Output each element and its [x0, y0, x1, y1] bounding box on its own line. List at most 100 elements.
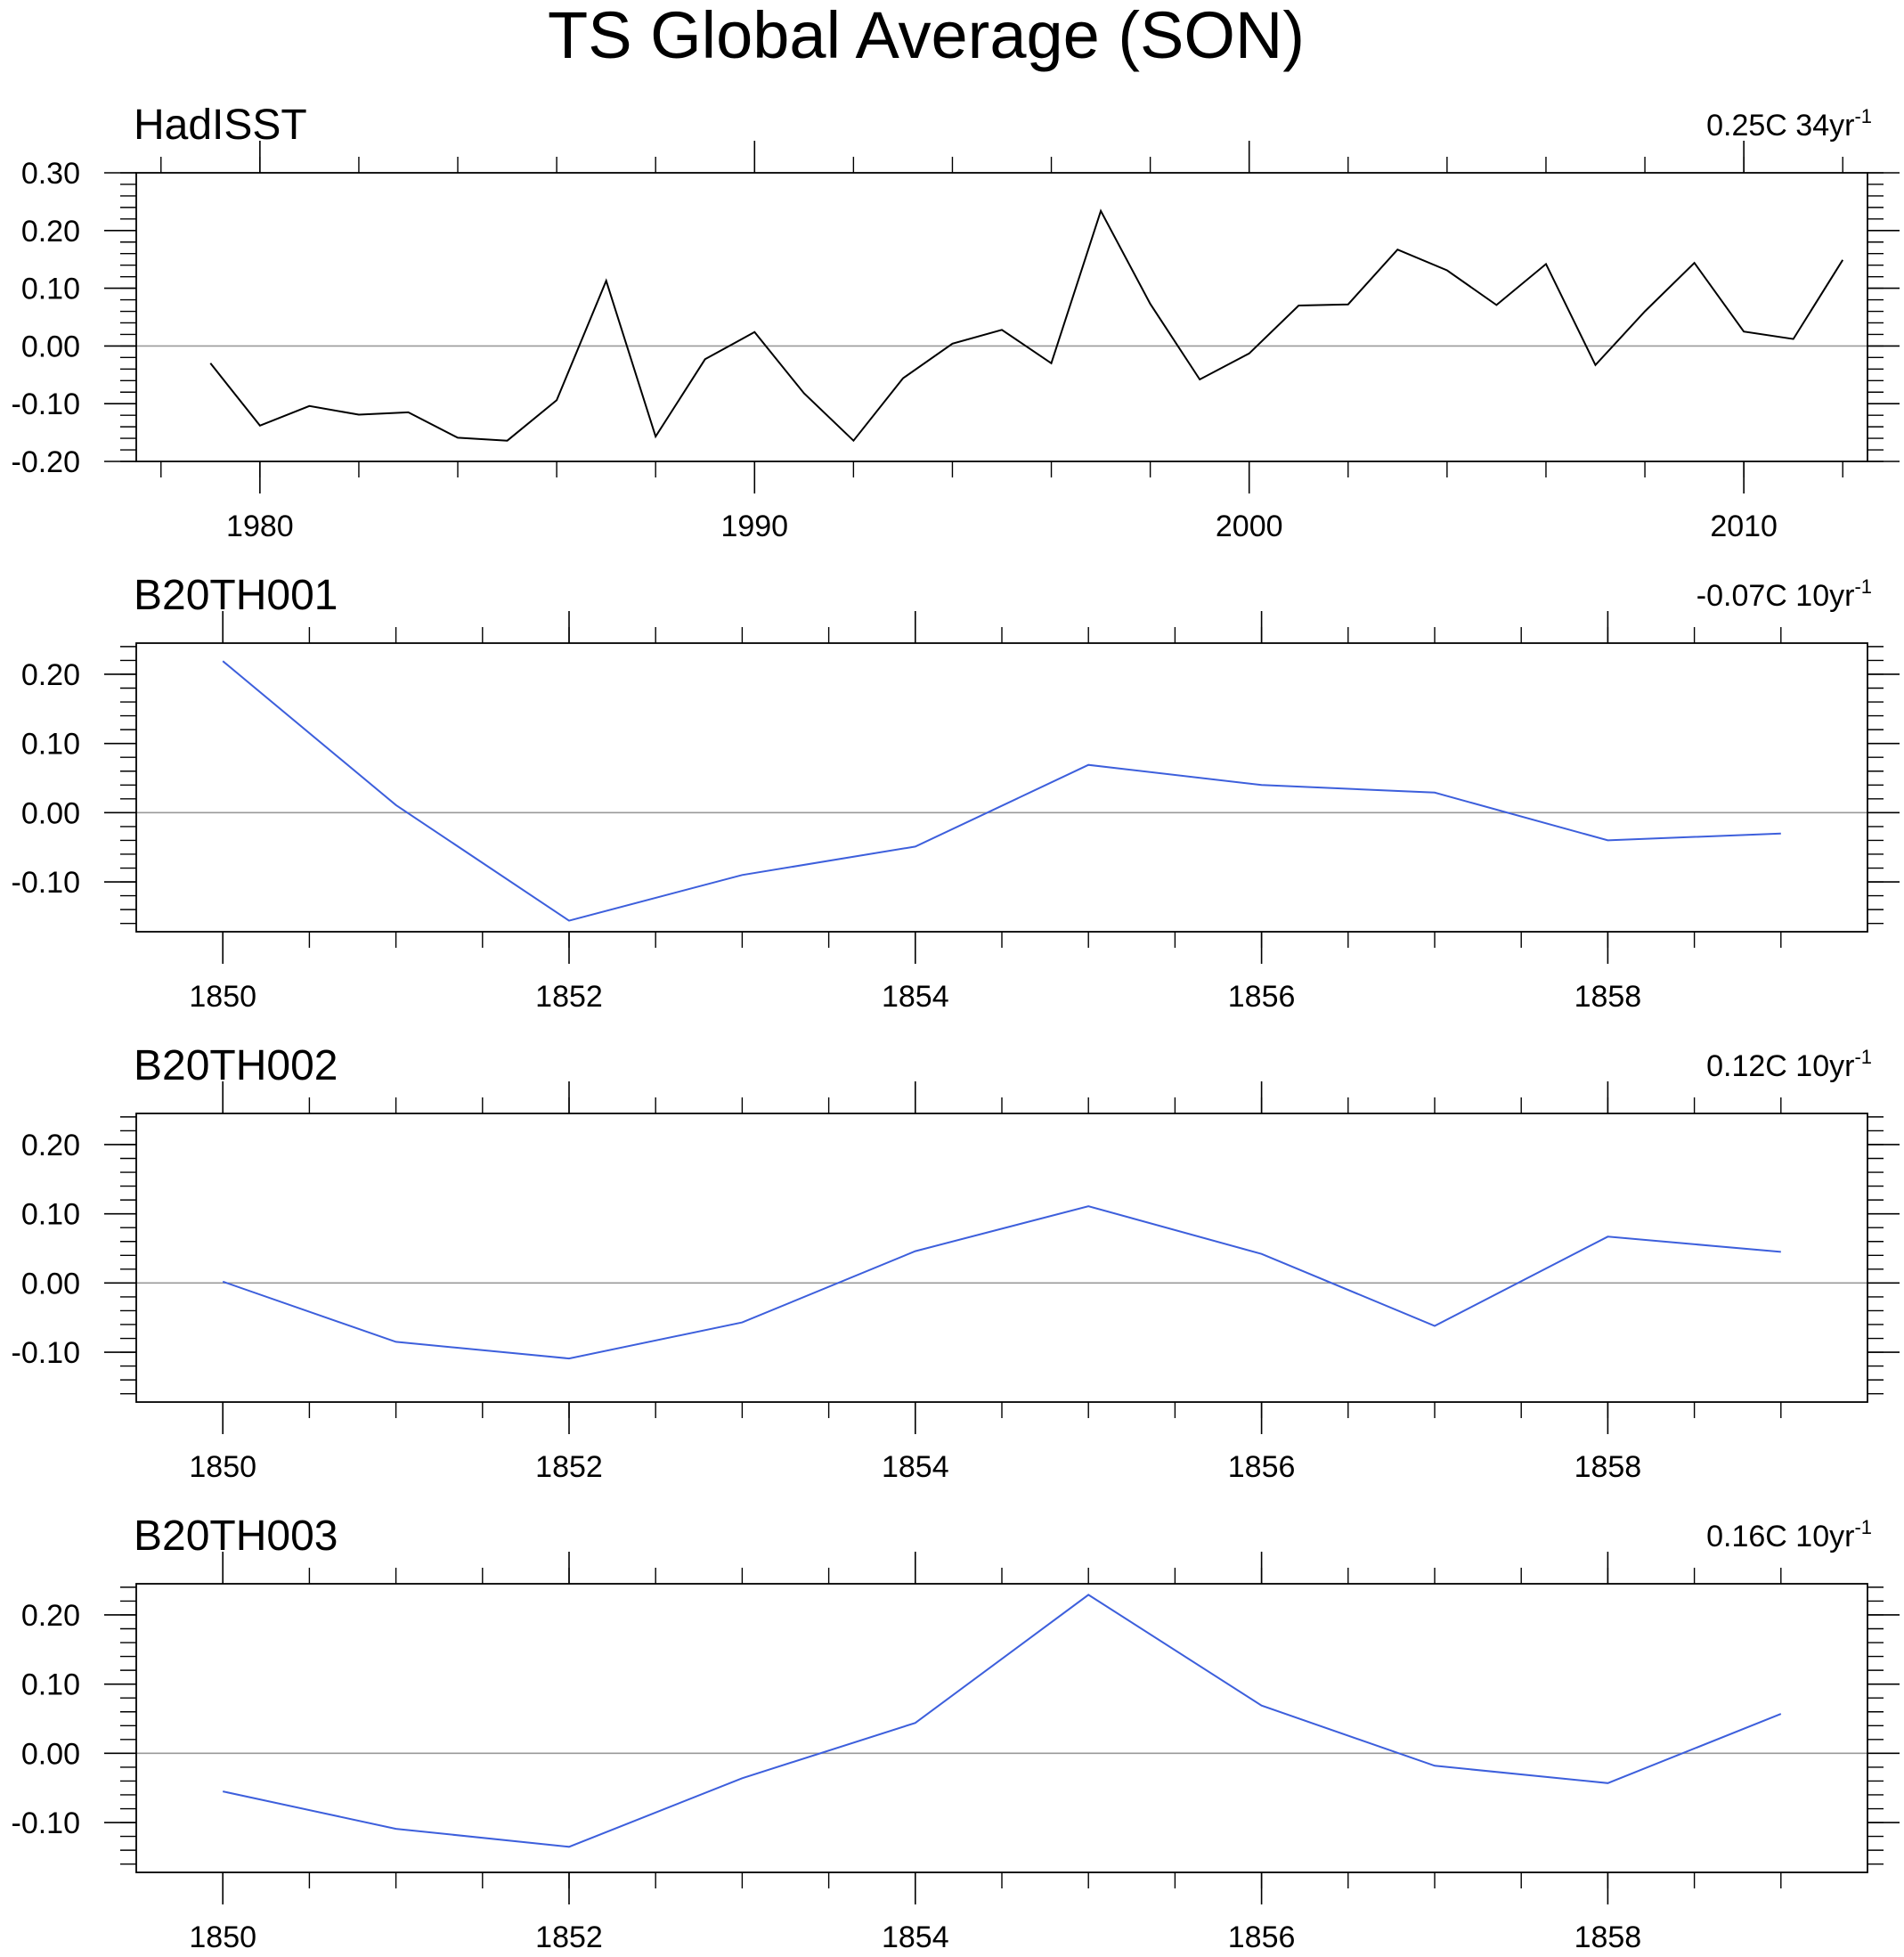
data-point	[1347, 303, 1350, 306]
data-point	[1779, 1712, 1783, 1716]
data-point	[1779, 832, 1783, 836]
data-point	[258, 424, 262, 428]
data-point	[654, 435, 657, 438]
data-point	[1198, 378, 1201, 381]
y-tick-label: 0.00	[21, 1737, 80, 1771]
data-point	[1086, 1593, 1090, 1596]
plot-frame	[135, 1583, 1868, 1873]
x-tick-label: 1852	[535, 1450, 603, 1484]
data-point	[740, 1776, 744, 1780]
data-point	[208, 362, 212, 365]
data-point	[1433, 1325, 1436, 1328]
trend-exponent: -1	[1854, 575, 1872, 598]
data-point	[406, 411, 410, 414]
x-tick-label: 1858	[1574, 1920, 1642, 1954]
x-tick-label: 2000	[1216, 510, 1283, 543]
data-point	[740, 1321, 744, 1325]
trend-value: 0.12C 10yr	[1706, 1049, 1854, 1083]
data-point	[1742, 330, 1745, 333]
y-tick-label: 0.00	[21, 796, 80, 830]
data-point	[395, 1827, 398, 1831]
x-tick-label: 1856	[1228, 1920, 1296, 1954]
data-point	[1086, 763, 1090, 767]
x-tick-label: 1980	[226, 510, 294, 543]
data-point	[1260, 783, 1264, 787]
y-tick-label: 0.20	[21, 658, 80, 692]
data-point	[1445, 269, 1449, 273]
data-point	[1606, 1782, 1609, 1785]
data-point	[1779, 1250, 1783, 1253]
data-point	[395, 1340, 398, 1343]
data-point	[567, 1845, 571, 1848]
data-point	[740, 873, 744, 877]
data-point	[1606, 838, 1609, 842]
trend-exponent: -1	[1854, 105, 1872, 127]
data-point	[1297, 304, 1300, 307]
data-point	[1248, 352, 1251, 355]
x-tick-label: 2010	[1710, 510, 1778, 543]
trend-label: 0.16C 10yr-1	[1706, 1516, 1872, 1553]
panel-label: HadISST	[134, 102, 307, 149]
y-tick-label: 0.20	[21, 215, 80, 249]
y-tick-label: 0.20	[21, 1129, 80, 1162]
data-point	[605, 279, 608, 282]
trend-value: -0.07C 10yr	[1697, 579, 1855, 613]
trend-label: -0.07C 10yr-1	[1697, 575, 1872, 613]
y-tick-label: -0.20	[12, 445, 81, 479]
data-point	[901, 377, 905, 380]
data-point	[914, 1250, 917, 1253]
y-tick-label: 0.30	[21, 157, 80, 191]
data-point	[506, 439, 509, 443]
data-point	[1000, 328, 1004, 331]
data-point	[221, 1790, 224, 1793]
x-tick-label: 1856	[1228, 980, 1296, 1014]
data-point	[851, 439, 855, 443]
panel-label: B20TH001	[134, 572, 338, 619]
trend-value: 0.25C 34yr	[1706, 109, 1854, 143]
trend-exponent: -1	[1854, 1516, 1872, 1538]
y-tick-label: 0.00	[21, 330, 80, 363]
data-point	[914, 844, 917, 848]
data-point	[1433, 1764, 1436, 1767]
x-tick-label: 1852	[535, 980, 603, 1014]
data-point	[567, 919, 571, 923]
trend-label: 0.25C 34yr-1	[1706, 105, 1872, 143]
x-tick-label: 1858	[1574, 980, 1642, 1014]
panel-label: B20TH002	[134, 1042, 338, 1089]
data-point	[1050, 362, 1054, 365]
plot-frame	[135, 1113, 1868, 1403]
x-tick-label: 1852	[535, 1920, 603, 1954]
trend-label: 0.12C 10yr-1	[1706, 1046, 1872, 1083]
data-point	[1643, 310, 1647, 314]
panel-label: B20TH003	[134, 1513, 338, 1560]
series-line	[222, 1205, 1781, 1360]
data-point	[1841, 258, 1844, 262]
plot-frame	[135, 172, 1868, 462]
panel-4: B20TH003 0.16C 10yr-1 -0.10 0.00 0.10 0.20 185…	[12, 1513, 1900, 1954]
panel-3: B20TH002 0.12C 10yr-1 -0.10 0.00 0.10 0.20 185…	[12, 1042, 1900, 1484]
x-tick-label: 1856	[1228, 1450, 1296, 1484]
x-tick-label: 1854	[882, 1920, 949, 1954]
x-tick-label: 1854	[882, 980, 949, 1014]
data-point	[1086, 1204, 1090, 1208]
series-line	[209, 208, 1844, 443]
x-tick-label: 1854	[882, 1450, 949, 1484]
data-point	[1260, 1704, 1264, 1708]
x-tick-label: 1850	[189, 1920, 256, 1954]
data-point	[357, 413, 361, 417]
data-point	[1693, 261, 1697, 265]
data-point	[221, 1280, 224, 1284]
data-point	[1606, 1235, 1609, 1238]
y-tick-label: 0.20	[21, 1599, 80, 1633]
trend-value: 0.16C 10yr	[1706, 1520, 1854, 1553]
data-point	[1433, 791, 1436, 795]
data-point	[950, 342, 954, 346]
trend-exponent: -1	[1854, 1046, 1872, 1068]
x-tick-label: 1990	[720, 510, 788, 543]
data-point	[1395, 248, 1399, 251]
panel-1: HadISST 0.25C 34yr-1 -0.20 -0.10 0.00 0.10 0.2…	[12, 102, 1900, 543]
data-point	[802, 392, 806, 395]
data-point	[1792, 338, 1795, 341]
data-point	[395, 803, 398, 807]
